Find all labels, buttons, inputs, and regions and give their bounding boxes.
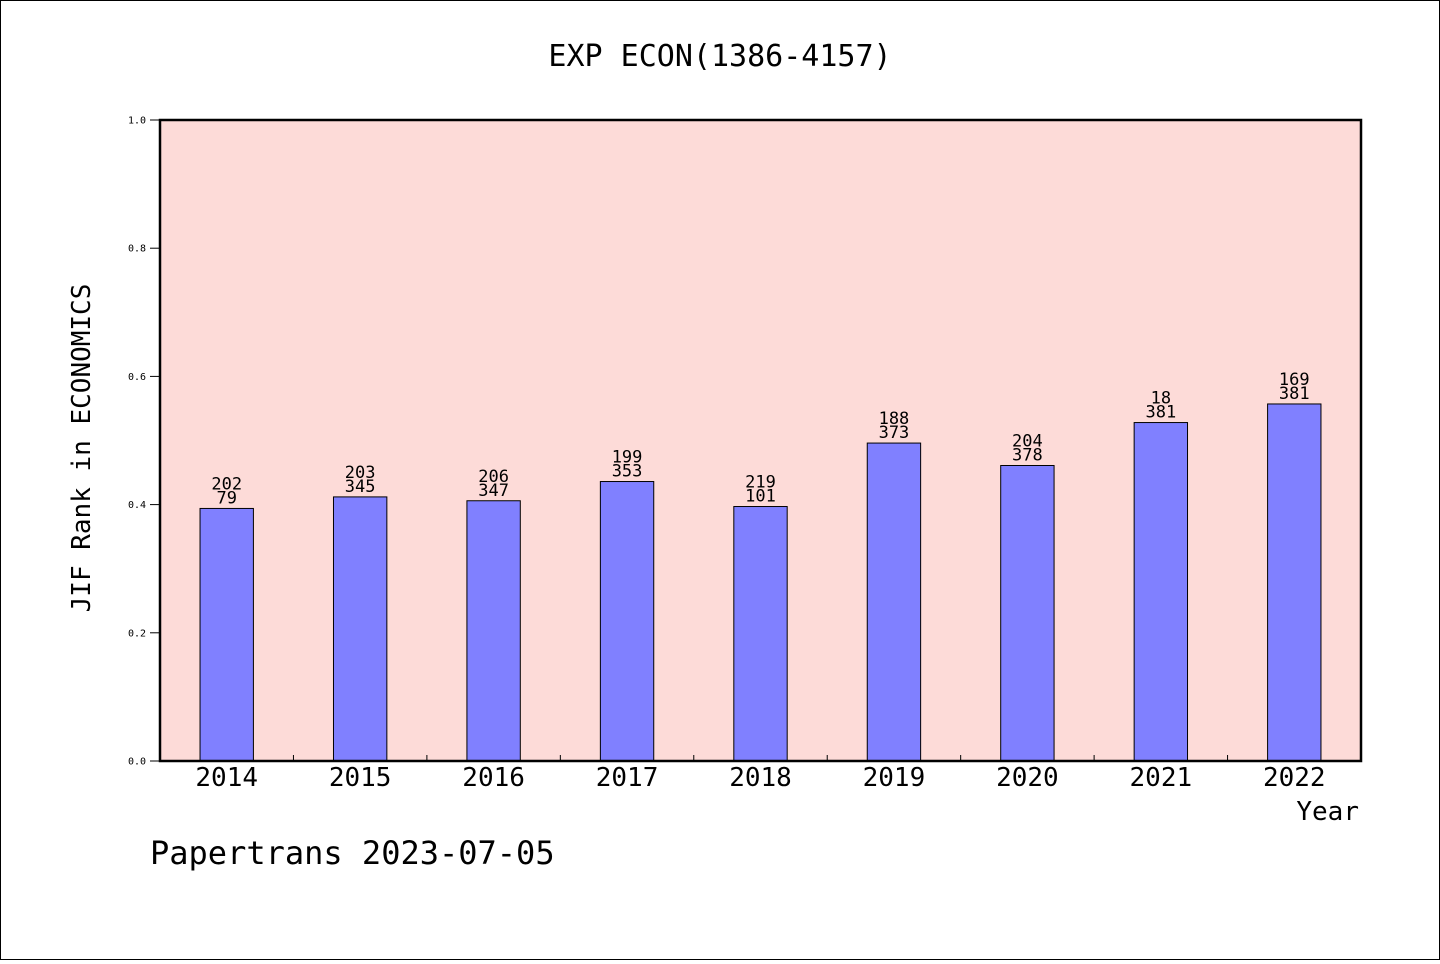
bar (599, 481, 655, 762)
bar-series (199, 403, 1322, 762)
bar-rank-label: 206 (478, 467, 509, 487)
x-tick-label: 2018 (729, 763, 792, 793)
y-tick-label: 1.0 (128, 116, 146, 127)
y-axis-label: JIF Rank in ECONOMICS (67, 284, 97, 613)
watermark-text: Papertrans 2023-07-05 (150, 834, 555, 872)
bar (1000, 464, 1055, 762)
y-tick-label: 0.6 (128, 372, 146, 383)
x-axis-label: Year (1296, 797, 1359, 827)
x-tick-label: 2022 (1263, 763, 1326, 793)
bar (1133, 422, 1189, 762)
x-tick-label: 2015 (329, 763, 392, 793)
bar-total-label: 353 (612, 462, 643, 482)
x-tick-label: 2014 (195, 763, 258, 793)
bar-total-label: 381 (1145, 403, 1176, 423)
bar-total-label: 79 (216, 488, 236, 508)
bar-rank-label: 199 (612, 448, 643, 468)
plot-frame (158, 118, 1363, 763)
bar (199, 507, 254, 762)
bar-rank-label: 219 (745, 473, 776, 493)
bar-rank-label: 204 (1012, 431, 1043, 451)
x-tick-label: 2016 (462, 763, 525, 793)
bar-total-label: 373 (879, 423, 910, 443)
bar-rank-label: 202 (211, 474, 242, 494)
bar-total-label: 347 (478, 481, 509, 501)
bar-rank-label: 188 (879, 409, 910, 429)
bar-rank-label: 203 (345, 463, 376, 483)
bar (1267, 403, 1322, 762)
bar (733, 506, 788, 762)
x-tick-label: 2020 (996, 763, 1059, 793)
y-tick-label: 0.4 (128, 500, 146, 511)
bar-total-label: 101 (745, 487, 776, 507)
y-axis: 0.0 0.2 0.4 0.6 0.8 1.0 (128, 116, 160, 768)
chart-title: EXP ECON(1386-4157) (548, 39, 891, 74)
bar-total-label: 378 (1012, 445, 1043, 465)
x-tick-label: 2017 (596, 763, 659, 793)
y-tick-label: 0.2 (128, 628, 146, 639)
x-axis: 2014 2015 2016 2017 2018 2019 2020 2021 2022 (195, 755, 1326, 793)
bar-rank-label: 169 (1279, 370, 1310, 390)
bar-total-label: 345 (345, 477, 376, 497)
bar-total-label: 381 (1279, 384, 1310, 404)
bar-rank-label: 18 (1151, 389, 1171, 409)
bar (332, 496, 388, 762)
bar (466, 500, 521, 762)
bar (866, 442, 922, 762)
x-tick-label: 2019 (863, 763, 926, 793)
y-tick-label: 0.0 (128, 757, 146, 768)
y-tick-label: 0.8 (128, 244, 146, 255)
x-tick-label: 2021 (1130, 763, 1193, 793)
